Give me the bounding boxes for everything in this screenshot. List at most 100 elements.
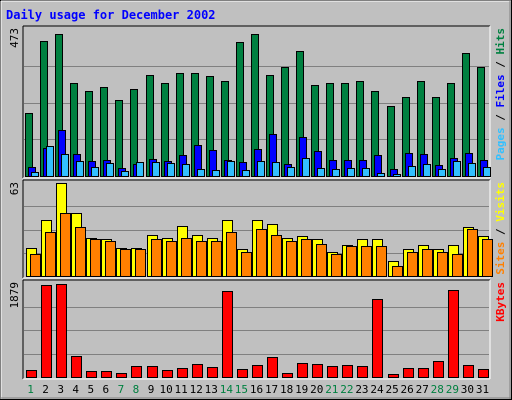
chart-title: Daily usage for December 2002 bbox=[6, 8, 216, 22]
bar-sites-day-12 bbox=[196, 241, 207, 277]
x-tick-label-18: 18 bbox=[280, 383, 293, 396]
bar-kbytes-day-11 bbox=[177, 368, 188, 378]
bar-pages-day-19 bbox=[302, 158, 310, 177]
bar-sites-day-20 bbox=[316, 244, 327, 277]
bar-kbytes-day-16 bbox=[252, 365, 263, 378]
chart-panels: 473 Pages / Files / Hits 63 Sites / Visits 1… bbox=[8, 25, 507, 380]
bar-kbytes-day-1 bbox=[26, 370, 37, 378]
bar-pages-day-15 bbox=[242, 170, 250, 177]
x-tick-label-5: 5 bbox=[87, 383, 94, 396]
bar-pages-day-25 bbox=[393, 174, 401, 177]
bar-kbytes-day-10 bbox=[162, 370, 173, 378]
bar-pages-day-20 bbox=[317, 168, 325, 177]
bar-pages-day-11 bbox=[182, 164, 190, 177]
bar-kbytes-day-30 bbox=[463, 365, 474, 378]
bar-pages-day-23 bbox=[362, 168, 370, 177]
series-label-part: / bbox=[494, 108, 507, 128]
bar-kbytes-day-23 bbox=[357, 366, 368, 378]
x-tick-label-2: 2 bbox=[42, 383, 49, 396]
bar-pages-day-10 bbox=[167, 163, 175, 177]
bar-pages-day-13 bbox=[212, 170, 220, 177]
panel-kbytes: 1879 KBytes bbox=[8, 279, 507, 380]
bar-kbytes-day-20 bbox=[312, 364, 323, 378]
bar-kbytes-day-12 bbox=[192, 364, 203, 378]
bar-sites-day-10 bbox=[166, 241, 177, 277]
bar-pages-day-8 bbox=[136, 162, 144, 177]
panel-series-label: Pages / Files / Hits bbox=[494, 28, 507, 161]
bar-sites-day-26 bbox=[407, 252, 418, 277]
bar-sites-day-24 bbox=[376, 246, 387, 277]
bar-kbytes-day-3 bbox=[56, 284, 67, 378]
bar-pages-day-5 bbox=[91, 167, 99, 177]
bar-pages-day-14 bbox=[227, 161, 235, 177]
x-tick-label-26: 26 bbox=[401, 383, 414, 396]
x-tick-label-28: 28 bbox=[431, 383, 444, 396]
bar-hits-day-25 bbox=[387, 106, 395, 177]
bar-pages-day-16 bbox=[257, 161, 265, 177]
x-tick-label-3: 3 bbox=[57, 383, 64, 396]
bar-kbytes-day-14 bbox=[222, 291, 233, 378]
x-tick-label-11: 11 bbox=[175, 383, 188, 396]
bar-pages-day-28 bbox=[438, 169, 446, 177]
x-tick-label-17: 17 bbox=[265, 383, 278, 396]
bar-sites-day-7 bbox=[120, 249, 131, 277]
bar-kbytes-day-6 bbox=[101, 371, 112, 378]
panel-hits-files-pages: 473 Pages / Files / Hits bbox=[8, 25, 507, 179]
x-tick-label-4: 4 bbox=[72, 383, 79, 396]
x-tick-label-13: 13 bbox=[205, 383, 218, 396]
bar-sites-day-31 bbox=[482, 239, 493, 277]
x-tick-label-9: 9 bbox=[148, 383, 155, 396]
bar-sites-day-29 bbox=[452, 254, 463, 277]
bar-sites-day-21 bbox=[331, 254, 342, 277]
bar-kbytes-day-8 bbox=[131, 366, 142, 378]
bar-pages-day-7 bbox=[121, 171, 129, 177]
series-label-part: KBytes bbox=[494, 282, 507, 322]
series-label-part: Visits bbox=[494, 182, 507, 222]
bar-kbytes-day-24 bbox=[372, 299, 383, 378]
bar-kbytes-day-7 bbox=[116, 373, 127, 378]
bar-sites-day-28 bbox=[437, 252, 448, 277]
bar-sites-day-17 bbox=[271, 235, 282, 277]
bar-hits-day-28 bbox=[432, 97, 440, 177]
x-tick-label-30: 30 bbox=[461, 383, 474, 396]
panel-series-label: Sites / Visits bbox=[494, 182, 507, 275]
bar-pages-day-9 bbox=[152, 162, 160, 177]
series-label-part: / bbox=[494, 55, 507, 75]
x-tick-label-25: 25 bbox=[385, 383, 398, 396]
bar-kbytes-day-4 bbox=[71, 356, 82, 378]
x-tick-label-27: 27 bbox=[416, 383, 429, 396]
bar-sites-day-3 bbox=[60, 213, 71, 277]
bar-pages-day-22 bbox=[347, 168, 355, 177]
bar-sites-day-25 bbox=[392, 266, 403, 277]
x-axis-tick-labels: 1 2 3 4 5 6 7 8 9 10 11 12 13 14 15 16 17 18 19 20 21 22 23 24 2… bbox=[27, 383, 489, 396]
bar-pages-day-31 bbox=[483, 167, 491, 177]
x-tick-label-6: 6 bbox=[103, 383, 110, 396]
x-tick-label-15: 15 bbox=[235, 383, 248, 396]
bar-sites-day-22 bbox=[346, 246, 357, 277]
bar-pages-day-21 bbox=[332, 169, 340, 177]
series-label-part: Files bbox=[494, 74, 507, 107]
bar-sites-day-15 bbox=[241, 252, 252, 277]
x-tick-label-24: 24 bbox=[370, 383, 384, 396]
bar-pages-day-6 bbox=[106, 163, 114, 177]
bar-kbytes-day-17 bbox=[267, 357, 278, 378]
bar-sites-day-14 bbox=[226, 232, 237, 277]
series-label-part: Sites bbox=[494, 242, 507, 275]
bar-sites-day-6 bbox=[105, 241, 116, 277]
x-tick-label-31: 31 bbox=[476, 383, 489, 396]
bar-hits-day-15 bbox=[236, 42, 244, 177]
bar-sites-day-11 bbox=[181, 238, 192, 277]
bar-sites-day-19 bbox=[301, 239, 312, 277]
bar-sites-day-18 bbox=[286, 241, 297, 277]
bar-pages-day-27 bbox=[423, 164, 431, 177]
bar-pages-day-2 bbox=[46, 146, 54, 177]
bar-kbytes-day-29 bbox=[448, 290, 459, 378]
bar-kbytes-day-28 bbox=[433, 361, 444, 378]
panel-max-label: 473 bbox=[8, 28, 21, 48]
bar-pages-day-29 bbox=[453, 161, 461, 177]
bar-hits-day-7 bbox=[115, 100, 123, 177]
bar-kbytes-day-26 bbox=[403, 368, 414, 378]
series-label-part: Hits bbox=[494, 28, 507, 55]
bar-pages-day-4 bbox=[76, 161, 84, 177]
